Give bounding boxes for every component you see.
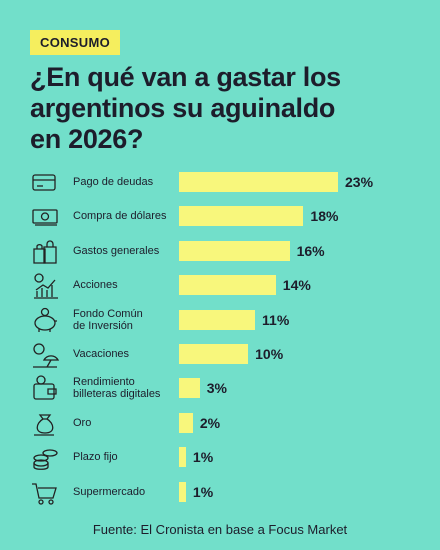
row: Oro 2%	[0, 406, 440, 440]
bar	[179, 172, 338, 192]
value-label: 2%	[199, 414, 221, 431]
row: Acciones 14%	[0, 268, 440, 302]
row: Fondo Común de Inversión 11%	[0, 303, 440, 337]
value-label: 14%	[282, 277, 311, 294]
icon	[33, 375, 57, 401]
row: Vacaciones 10%	[0, 337, 440, 371]
icon	[33, 343, 60, 368]
value-label: 11%	[262, 311, 290, 328]
icon	[34, 307, 57, 332]
value-label: 1%	[192, 483, 214, 500]
bar	[179, 206, 304, 227]
value-label: 18%	[310, 208, 339, 225]
bar	[179, 344, 249, 364]
icon	[33, 240, 57, 264]
value-label: 16%	[296, 242, 325, 259]
bar	[179, 447, 186, 468]
row: Rendimiento billeteras digitales 3%	[0, 371, 440, 405]
row: Gastos generales 16%	[0, 234, 440, 268]
category-label: Pago de deudas	[73, 176, 154, 188]
icon	[33, 449, 58, 471]
tag: CONSUMO	[30, 30, 120, 55]
bar	[179, 412, 193, 433]
value-label: 23%	[345, 174, 374, 190]
category-label: Gastos generales	[73, 244, 160, 257]
category-label: Acciones	[73, 279, 118, 292]
value-label: 3%	[206, 380, 227, 397]
category-label: Supermercado	[73, 485, 146, 498]
row: Pago de deudas 23%	[0, 165, 440, 199]
row: Compra de dólares 18%	[0, 199, 440, 233]
bar	[179, 309, 256, 330]
category-label: Plazo fijo	[73, 451, 118, 464]
bar	[179, 240, 290, 261]
value-label: 10%	[255, 346, 284, 362]
bar	[179, 275, 276, 296]
category-label: Rendimiento billeteras digitales	[73, 376, 161, 401]
icon	[34, 273, 58, 299]
value-label: 1%	[192, 449, 214, 466]
icon	[32, 209, 58, 227]
category-label: Fondo Común de Inversión	[73, 307, 143, 332]
row: Plazo fijo 1%	[0, 440, 440, 474]
bar	[179, 378, 200, 399]
category-label: Vacaciones	[73, 348, 130, 360]
icon	[32, 174, 56, 191]
chart-title: ¿En qué van a gastar los argentinos su a…	[30, 62, 341, 154]
row: Supermercado 1%	[0, 475, 440, 509]
category-label: Compra de dólares	[73, 210, 167, 223]
bar	[179, 481, 186, 502]
icon	[34, 414, 54, 436]
source: Fuente: El Cronista en base a Focus Mark…	[92, 522, 348, 537]
category-label: Oro	[73, 416, 92, 429]
icon	[32, 482, 57, 505]
